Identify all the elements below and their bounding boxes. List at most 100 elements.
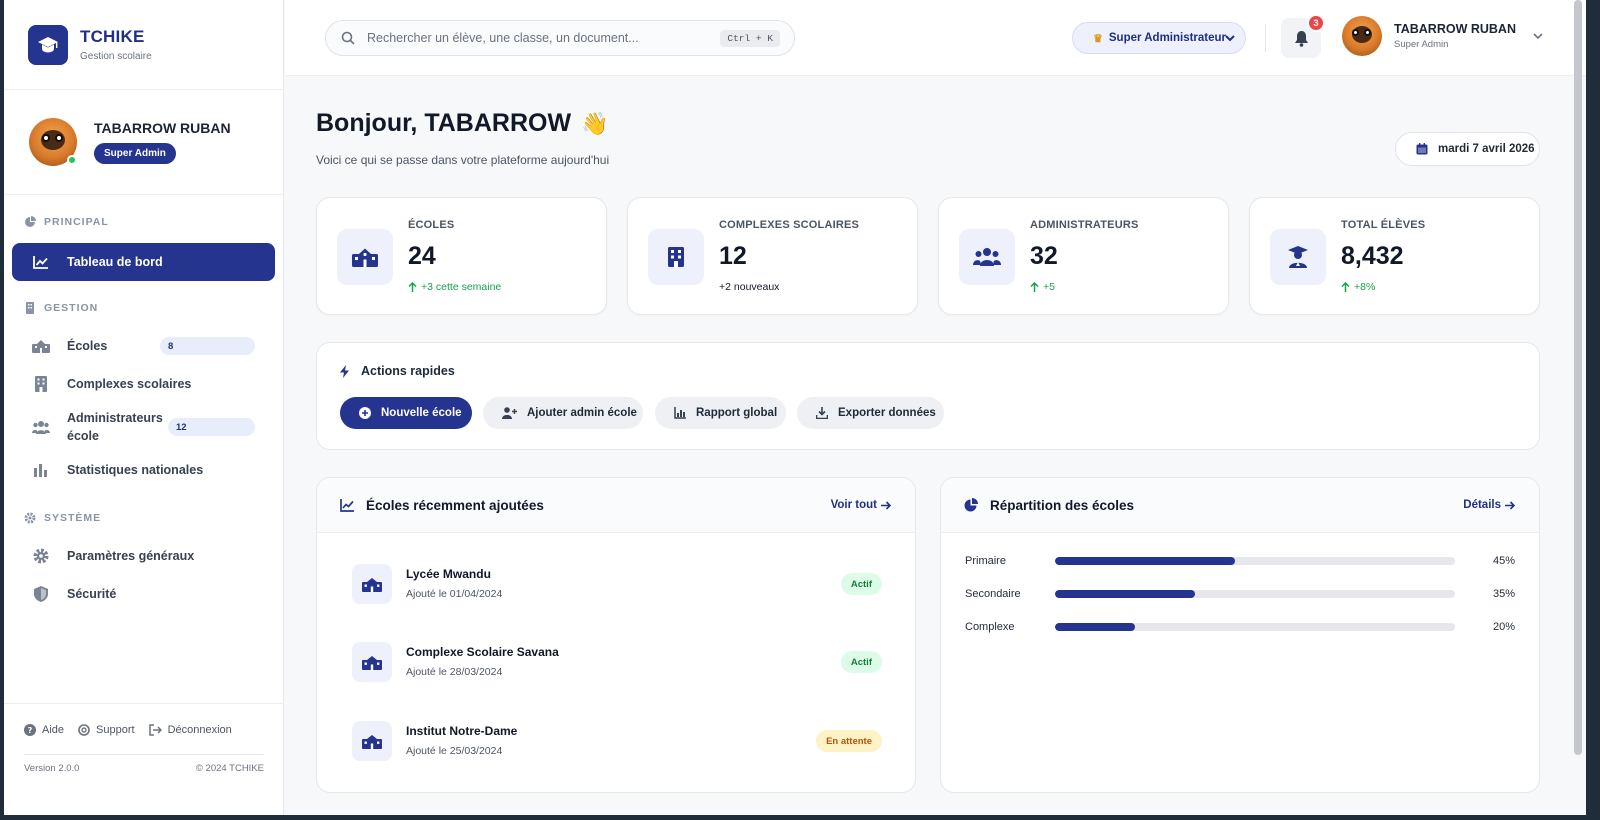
sidebar-item-securite[interactable]: Sécurité — [12, 575, 275, 613]
sidebar-item-dashboard[interactable]: Tableau de bord — [12, 243, 275, 281]
status-badge: En attente — [816, 730, 882, 752]
distribution-label: Primaire — [965, 555, 1006, 567]
details-link[interactable]: Détails — [1463, 499, 1515, 511]
logout-icon — [148, 724, 162, 736]
list-item[interactable]: Complexe Scolaire Savana Ajouté le 28/03… — [352, 642, 882, 684]
sidebar-item-complexes[interactable]: Complexes scolaires — [12, 365, 275, 403]
stat-trend: +8% — [1341, 281, 1375, 293]
divider — [1265, 24, 1266, 52]
status-badge: Actif — [840, 573, 882, 595]
progress-bar — [1055, 590, 1455, 598]
shield-icon — [32, 585, 50, 603]
list-item[interactable]: Lycée Mwandu Ajouté le 01/04/2024 Actif — [352, 564, 882, 606]
progress-fill — [1055, 590, 1195, 598]
support-link[interactable]: Support — [78, 724, 135, 736]
brand-subtitle: Gestion scolaire — [80, 51, 152, 62]
help-link[interactable]: ? Aide — [24, 724, 64, 736]
version-text: Version 2.0.0 — [24, 763, 80, 774]
nav-section-principal: PRINCIPAL — [4, 211, 283, 233]
distribution-percent: 45% — [1492, 555, 1515, 567]
page-subtitle: Voici ce qui se passe dans votre platefo… — [316, 153, 610, 167]
pie-chart-icon — [964, 498, 978, 512]
sidebar-item-label: Complexes scolaires — [67, 377, 192, 391]
stat-trend: +5 — [1030, 281, 1055, 293]
add-school-admin-button[interactable]: Ajouter admin école — [483, 397, 643, 429]
global-report-button[interactable]: Rapport global — [655, 397, 786, 429]
arrow-up-icon — [1030, 282, 1039, 292]
school-name: Complexe Scolaire Savana — [406, 645, 559, 659]
sidebar-item-administrateurs[interactable]: Administrateurs école 12 — [12, 403, 275, 451]
sidebar-item-label: Administrateurs école — [67, 411, 163, 443]
user-menu[interactable]: TABARROW RUBAN Super Admin — [1342, 16, 1544, 56]
chevron-down-icon — [1533, 33, 1543, 40]
distribution-label: Secondaire — [965, 588, 1021, 600]
list-item[interactable]: Institut Notre-Dame Ajouté le 25/03/2024… — [352, 721, 882, 763]
count-badge: 8 — [160, 337, 255, 355]
crown-icon: ♛ — [1093, 32, 1103, 45]
sidebar-item-statistiques[interactable]: Statistiques nationales — [12, 451, 275, 489]
status-badge: Actif — [840, 651, 882, 673]
distribution-percent: 20% — [1492, 621, 1515, 633]
date-display[interactable]: mardi 7 avril 2026 — [1395, 132, 1540, 166]
count-badge: 12 — [168, 418, 255, 436]
online-status-indicator — [67, 155, 77, 165]
sidebar-item-label: Paramètres généraux — [67, 549, 195, 563]
school-icon — [352, 642, 392, 682]
distribution-label: Complexe — [965, 621, 1015, 633]
school-date: Ajouté le 28/03/2024 — [406, 666, 503, 678]
quick-actions-title: Actions rapides — [340, 364, 455, 378]
brand-name: TCHIKE — [80, 27, 145, 46]
stat-card-ecoles[interactable]: ÉCOLES 24 +3 cette semaine — [316, 197, 607, 315]
progress-bar — [1055, 623, 1455, 631]
sidebar-item-label: Statistiques nationales — [67, 463, 204, 477]
stat-card-administrateurs[interactable]: ADMINISTRATEURS 32 +5 — [938, 197, 1229, 315]
stat-value: 24 — [408, 242, 436, 270]
question-icon: ? — [24, 724, 36, 736]
progress-fill — [1055, 623, 1135, 631]
stat-label: ÉCOLES — [408, 219, 455, 231]
arrow-up-icon — [1341, 282, 1350, 292]
distribution-panel: Répartition des écoles Détails Primaire … — [940, 477, 1540, 793]
app-window: TCHIKE Gestion scolaire TABARROW RUBAN S… — [4, 0, 1586, 815]
school-date: Ajouté le 25/03/2024 — [406, 745, 503, 757]
gear-icon — [32, 547, 50, 565]
scrollbar[interactable] — [1574, 0, 1582, 755]
stat-value: 8,432 — [1341, 242, 1404, 270]
sidebar-item-ecoles[interactable]: Écoles 8 — [12, 327, 275, 365]
search-input[interactable] — [367, 31, 707, 45]
nav-section-gestion: GESTION — [4, 297, 283, 319]
export-data-button[interactable]: Exporter données — [797, 397, 944, 429]
distribution-row: Secondaire 35% — [965, 584, 1515, 604]
stat-label: TOTAL ÉLÈVES — [1341, 219, 1426, 231]
distribution-row: Complexe 20% — [965, 617, 1515, 637]
search-bar[interactable]: Ctrl + K — [325, 20, 795, 56]
sidebar-item-parametres[interactable]: Paramètres généraux — [12, 537, 275, 575]
role-select[interactable]: ♛ Super Administrateur — [1072, 22, 1246, 54]
arrow-right-icon — [1505, 500, 1515, 510]
bell-icon — [1294, 30, 1308, 47]
search-icon — [341, 31, 355, 45]
brand[interactable]: TCHIKE Gestion scolaire — [4, 0, 283, 90]
school-name: Institut Notre-Dame — [406, 724, 518, 738]
sidebar-profile[interactable]: TABARROW RUBAN Super Admin — [4, 90, 283, 195]
notification-count-badge: 3 — [1307, 14, 1325, 32]
users-icon — [32, 418, 50, 436]
stat-label: ADMINISTRATEURS — [1030, 219, 1139, 231]
copyright-text: © 2024 TCHIKE — [195, 763, 264, 774]
building-icon — [32, 375, 50, 393]
logout-link[interactable]: Déconnexion — [148, 724, 232, 736]
avatar — [29, 118, 77, 166]
chevron-down-icon — [1225, 35, 1235, 42]
notifications-button[interactable] — [1281, 18, 1321, 58]
view-all-link[interactable]: Voir tout — [831, 499, 891, 511]
plus-circle-icon — [359, 407, 371, 419]
sidebar-item-label: Écoles — [67, 339, 108, 353]
distribution-percent: 35% — [1492, 588, 1515, 600]
recent-schools-panel: Écoles récemment ajoutées Voir tout Lycé… — [316, 477, 916, 793]
school-icon — [32, 337, 50, 355]
new-school-button[interactable]: Nouvelle école — [340, 397, 472, 429]
scrollbar-thumb[interactable] — [1574, 0, 1582, 755]
stat-card-complexes[interactable]: COMPLEXES SCOLAIRES 12 +2 nouveaux — [627, 197, 918, 315]
topbar: Ctrl + K ♛ Super Administrateur 3 TABARR… — [285, 0, 1586, 76]
stat-card-eleves[interactable]: TOTAL ÉLÈVES 8,432 +8% — [1249, 197, 1540, 315]
